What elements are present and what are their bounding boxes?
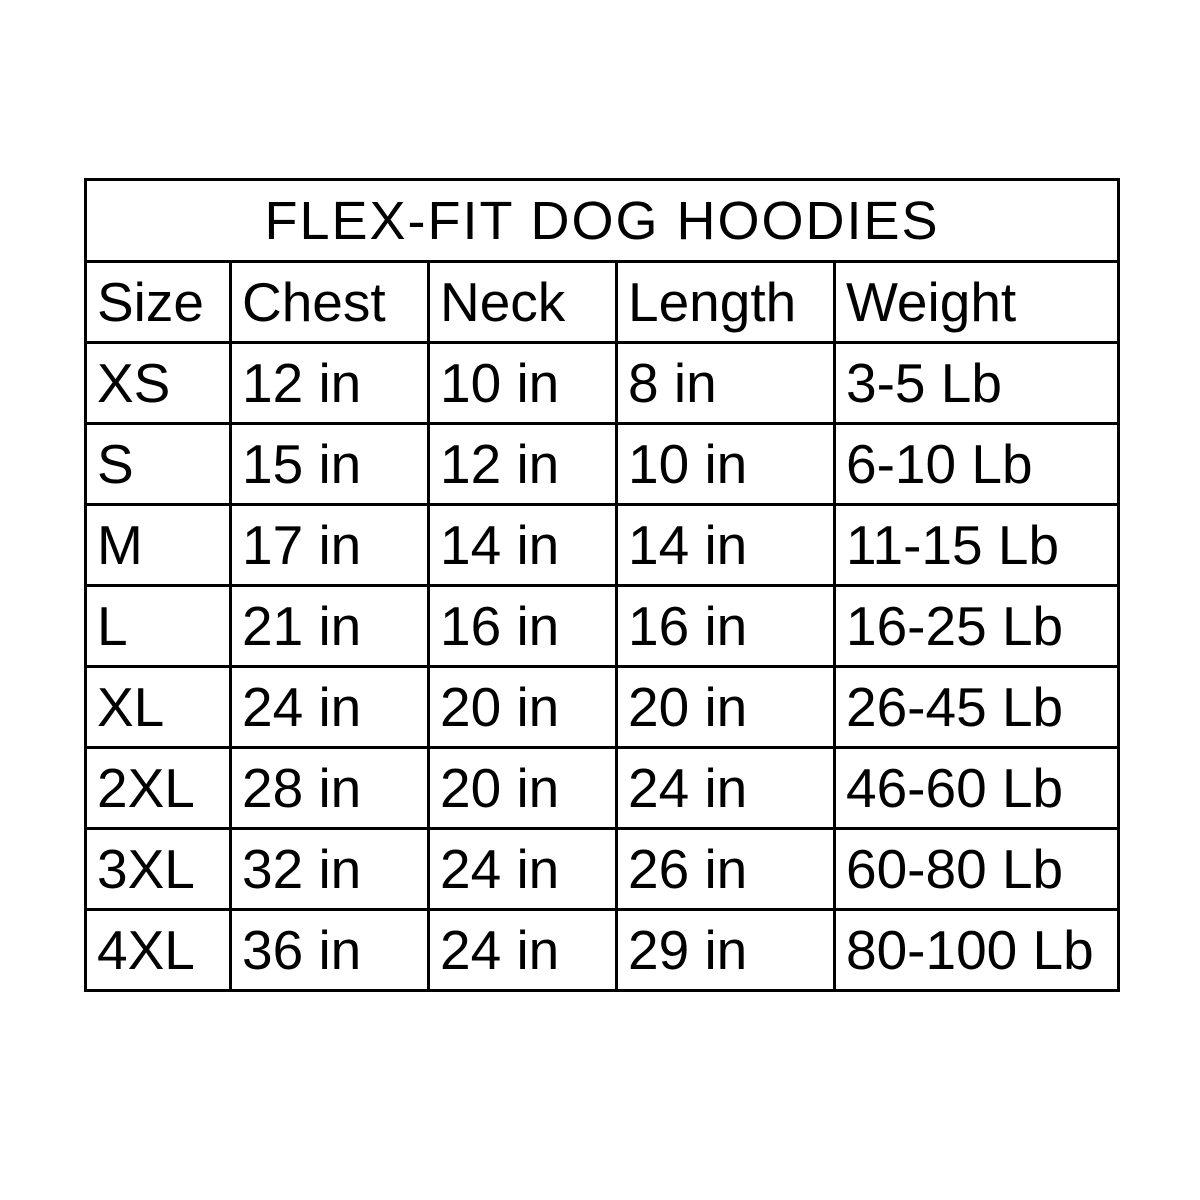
- header-weight: Weight: [832, 260, 1121, 344]
- cell-length: 8 in: [615, 341, 836, 425]
- cell-length: 26 in: [615, 827, 836, 911]
- cell-length: 20 in: [615, 665, 836, 749]
- header-row: Size Chest Neck Length Weight: [84, 260, 1121, 344]
- cell-chest: 15 in: [229, 422, 430, 506]
- cell-length: 24 in: [615, 746, 836, 830]
- cell-length: 14 in: [615, 503, 836, 587]
- cell-neck: 10 in: [427, 341, 618, 425]
- cell-size: L: [84, 584, 232, 668]
- cell-length: 16 in: [615, 584, 836, 668]
- cell-weight: 6-10 Lb: [832, 422, 1121, 506]
- cell-size: 3XL: [84, 827, 232, 911]
- cell-neck: 14 in: [427, 503, 618, 587]
- header-chest: Chest: [229, 260, 430, 344]
- cell-neck: 20 in: [427, 665, 618, 749]
- cell-size: S: [84, 422, 232, 506]
- header-neck: Neck: [427, 260, 618, 344]
- table-row: XL 24 in 20 in 20 in 26-45 Lb: [84, 665, 1121, 749]
- cell-size: XS: [84, 341, 232, 425]
- cell-length: 29 in: [615, 908, 836, 992]
- title-row: FLEX-FIT DOG HOODIES: [83, 178, 1121, 263]
- cell-weight: 60-80 Lb: [832, 827, 1121, 911]
- cell-size: XL: [84, 665, 232, 749]
- cell-chest: 24 in: [229, 665, 430, 749]
- size-chart-table: FLEX-FIT DOG HOODIES Size Chest Neck Len…: [83, 178, 1121, 992]
- header-length: Length: [615, 260, 836, 344]
- cell-neck: 24 in: [427, 827, 618, 911]
- table-row: M 17 in 14 in 14 in 11-15 Lb: [84, 503, 1121, 587]
- cell-size: 4XL: [84, 908, 232, 992]
- cell-chest: 17 in: [229, 503, 430, 587]
- cell-weight: 16-25 Lb: [832, 584, 1121, 668]
- cell-weight: 46-60 Lb: [832, 746, 1121, 830]
- cell-neck: 16 in: [427, 584, 618, 668]
- cell-neck: 20 in: [427, 746, 618, 830]
- cell-neck: 24 in: [427, 908, 618, 992]
- cell-neck: 12 in: [427, 422, 618, 506]
- table-title: FLEX-FIT DOG HOODIES: [83, 178, 1121, 263]
- cell-chest: 36 in: [229, 908, 430, 992]
- cell-chest: 12 in: [229, 341, 430, 425]
- table-row: XS 12 in 10 in 8 in 3-5 Lb: [84, 341, 1121, 425]
- cell-weight: 3-5 Lb: [832, 341, 1121, 425]
- cell-length: 10 in: [615, 422, 836, 506]
- cell-size: M: [84, 503, 232, 587]
- table-row: 3XL 32 in 24 in 26 in 60-80 Lb: [84, 827, 1121, 911]
- cell-weight: 26-45 Lb: [832, 665, 1121, 749]
- cell-chest: 21 in: [229, 584, 430, 668]
- cell-weight: 11-15 Lb: [832, 503, 1121, 587]
- cell-chest: 28 in: [229, 746, 430, 830]
- table-row: 4XL 36 in 24 in 29 in 80-100 Lb: [84, 908, 1121, 992]
- cell-chest: 32 in: [229, 827, 430, 911]
- table-row: L 21 in 16 in 16 in 16-25 Lb: [84, 584, 1121, 668]
- table-row: 2XL 28 in 20 in 24 in 46-60 Lb: [84, 746, 1121, 830]
- table-row: S 15 in 12 in 10 in 6-10 Lb: [84, 422, 1121, 506]
- cell-size: 2XL: [84, 746, 232, 830]
- header-size: Size: [84, 260, 232, 344]
- cell-weight: 80-100 Lb: [832, 908, 1121, 992]
